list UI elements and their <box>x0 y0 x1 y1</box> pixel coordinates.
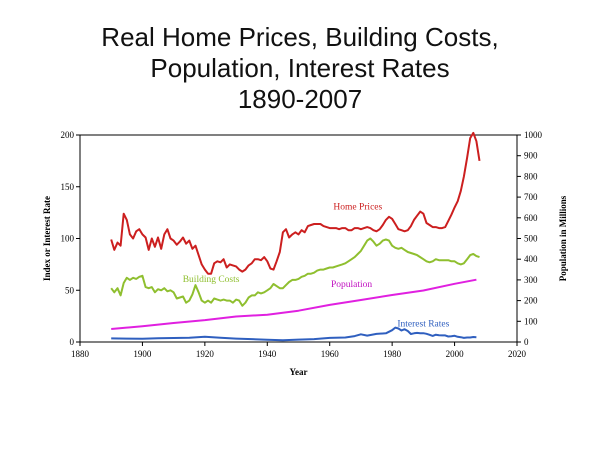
series-label-home-prices: Home Prices <box>333 203 382 213</box>
title-line-1: Real Home Prices, Building Costs, <box>101 22 499 52</box>
y2-tick-label: 500 <box>524 234 538 244</box>
series-line-building-costs <box>110 237 480 307</box>
y2-tick-label: 800 <box>524 171 538 181</box>
slide-title: Real Home Prices, Building Costs, Popula… <box>0 22 600 115</box>
y2-tick-label: 100 <box>524 316 538 326</box>
series-label-building-costs: Building Costs <box>183 275 240 285</box>
y-tick-label: 0 <box>70 337 75 347</box>
x-tick-label: 1900 <box>133 349 152 359</box>
y2-tick-label: 600 <box>524 213 538 223</box>
series-line-home-prices <box>110 131 481 275</box>
title-line-3: 1890-2007 <box>237 84 363 114</box>
y2-tick-label: 200 <box>524 296 538 306</box>
y-tick-label: 200 <box>61 130 75 140</box>
x-tick-label: 1920 <box>196 349 215 359</box>
x-tick-label: 1960 <box>321 349 340 359</box>
y-tick-label: 150 <box>61 182 75 192</box>
x-axis-title: Year <box>290 367 308 377</box>
y2-tick-label: 1000 <box>524 130 543 140</box>
y-axis-title: Index or Interest Rate <box>42 196 52 281</box>
title-line-2: Population, Interest Rates <box>150 53 450 83</box>
x-tick-label: 2020 <box>508 349 527 359</box>
x-tick-label: 1980 <box>383 349 402 359</box>
y-tick-label: 50 <box>65 285 75 295</box>
series-line-population <box>111 278 477 330</box>
y2-axis-title: Population in Millions <box>558 195 568 281</box>
x-tick-label: 2000 <box>446 349 465 359</box>
y2-tick-label: 300 <box>524 275 538 285</box>
series-label-population: Population <box>331 280 372 290</box>
x-tick-label: 1880 <box>71 349 90 359</box>
y2-tick-label: 400 <box>524 254 538 264</box>
y2-tick-label: 700 <box>524 192 538 202</box>
y2-tick-label: 900 <box>524 151 538 161</box>
x-tick-label: 1940 <box>258 349 277 359</box>
y2-tick-label: 0 <box>524 337 529 347</box>
series-line-interest-rates <box>111 326 477 342</box>
y-tick-label: 100 <box>61 234 75 244</box>
series-label-interest-rates: Interest Rates <box>397 319 449 329</box>
